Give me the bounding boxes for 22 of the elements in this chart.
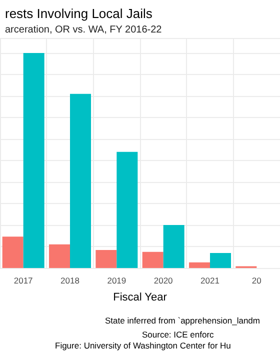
bar xyxy=(116,152,138,268)
source-note: Source: ICE enforc xyxy=(142,330,215,340)
x-tick-label: 2021 xyxy=(200,276,220,286)
x-tick-label: 2019 xyxy=(107,276,126,286)
chart-subtitle: arceration, OR vs. WA, FY 2016-22 xyxy=(5,24,162,36)
x-tick-label: 20 xyxy=(252,276,262,286)
bar xyxy=(189,262,210,268)
bar xyxy=(96,250,117,268)
bar xyxy=(142,252,164,268)
x-tick-label: 2017 xyxy=(14,276,34,286)
chart-title: rests Involving Local Jails xyxy=(5,6,153,21)
bar xyxy=(2,236,24,268)
text: Figure: University of Washington Center for Hu xyxy=(55,340,232,350)
x-tick-label: 2018 xyxy=(60,276,80,286)
bar xyxy=(70,94,91,268)
text: State inferred from `apprehension_landm xyxy=(105,316,260,326)
x-tick-label: 2020 xyxy=(154,276,174,286)
bar xyxy=(49,244,70,268)
bar xyxy=(210,252,231,268)
x-axis-title: Fiscal Year xyxy=(113,292,168,304)
bar xyxy=(23,53,44,268)
bar xyxy=(163,225,184,268)
